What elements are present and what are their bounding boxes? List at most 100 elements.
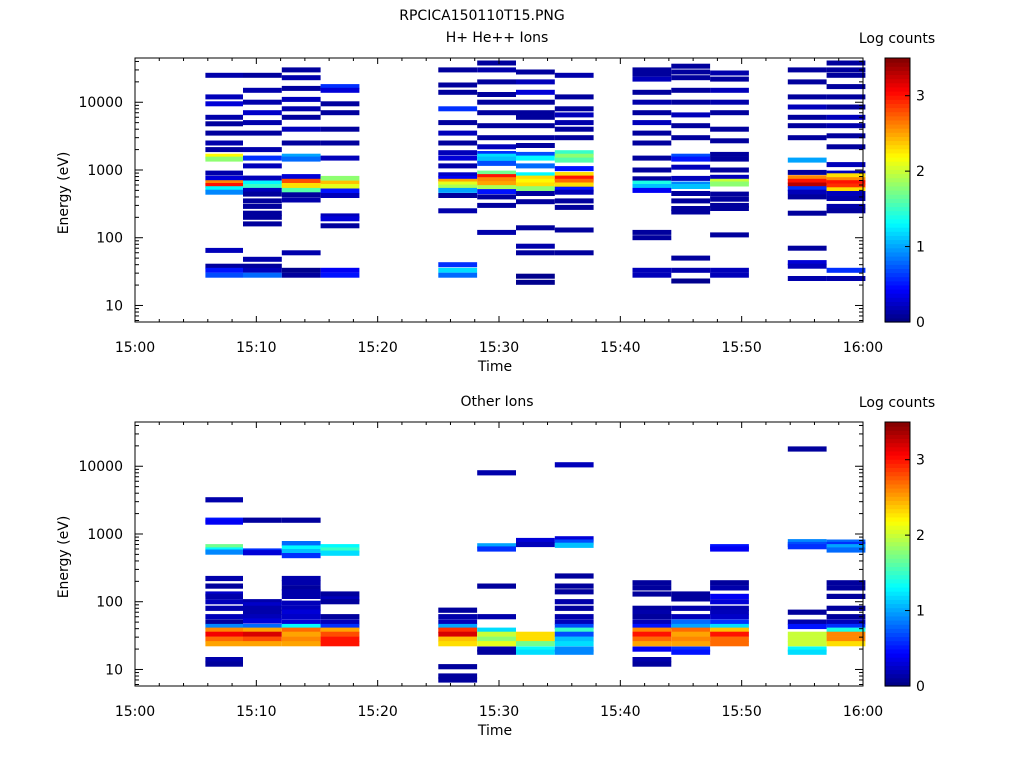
heatmap-cell [826, 60, 866, 66]
colorbar-segment [885, 264, 910, 269]
heatmap-cell [281, 187, 321, 193]
heatmap-cell [205, 183, 243, 188]
heatmap-cell [477, 185, 516, 191]
heatmap-cell [438, 664, 478, 670]
heatmap-cell [787, 609, 827, 615]
heatmap-cell [671, 99, 711, 105]
heatmap-cell [632, 67, 672, 73]
heatmap-cell [826, 614, 866, 620]
heatmap-cell [281, 517, 321, 523]
heatmap-cell [787, 539, 827, 545]
heatmap-cell [671, 153, 711, 159]
colorbar-segment [885, 152, 910, 158]
heatmap-cell [320, 267, 360, 273]
heatmap-cell [281, 96, 321, 102]
colorbar-segment [885, 434, 910, 440]
heatmap-cell [710, 599, 749, 605]
heatmap-cell [243, 175, 282, 181]
heatmap-cell [477, 153, 516, 159]
heatmap-cell [243, 263, 282, 269]
colorbar-segment [885, 681, 910, 687]
heatmap-cell [438, 631, 478, 637]
heatmap-cell [826, 267, 866, 273]
heatmap-cell [632, 167, 672, 173]
heatmap-cell [243, 550, 282, 556]
colorbar-segment [885, 537, 910, 543]
heatmap-cell [787, 260, 827, 266]
heatmap-cell [632, 614, 672, 620]
heatmap-cell [205, 657, 243, 663]
heatmap-cell [671, 255, 711, 261]
heatmap-cell [281, 140, 321, 146]
heatmap-cell [243, 130, 282, 136]
colorbar-segment [885, 185, 910, 191]
heatmap-cell [554, 120, 594, 126]
heatmap-cell [554, 649, 594, 655]
heatmap-cell [477, 174, 516, 180]
heatmap-cell [826, 180, 866, 186]
colorbar-segment [885, 58, 910, 63]
colorbar-segment [885, 624, 910, 629]
colorbar-segment [885, 574, 910, 580]
heatmap-cell [554, 166, 594, 172]
heatmap-cell [320, 84, 360, 90]
heatmap-cell [243, 203, 282, 209]
heatmap-cell [281, 192, 321, 198]
heatmap-cell [787, 182, 827, 188]
heatmap-cell [243, 602, 282, 608]
heatmap-cell [710, 196, 749, 202]
heatmap-cell [438, 677, 478, 683]
colorbar-segment [885, 578, 910, 584]
colorbar-segment [885, 475, 910, 481]
heatmap-cell [826, 67, 866, 73]
colorbar-segment [885, 562, 910, 567]
heatmap-cell [438, 67, 478, 73]
heatmap-cell [826, 276, 866, 281]
heatmap-cell [632, 623, 672, 630]
heatmap-cell [826, 196, 866, 201]
heatmap-cell [554, 72, 594, 78]
heatmap-cell [243, 618, 282, 624]
colorbar-segment [885, 95, 910, 100]
heatmap-cell [205, 519, 243, 525]
heatmap-cell [438, 89, 478, 95]
heatmap-cell [320, 223, 360, 229]
colorbar-segment [885, 214, 910, 220]
heatmap-cell [281, 600, 321, 606]
x-tick-label: 15:00 [115, 704, 155, 720]
heatmap-cell [281, 619, 321, 625]
heatmap-cell [205, 114, 243, 120]
heatmap-cell [632, 235, 672, 241]
heatmap-cell [243, 87, 282, 93]
colorbar-frame [884, 57, 911, 323]
panel-h-he-ions: H+ He++ Ions Log counts Time Energy (eV)… [56, 30, 935, 375]
heatmap-cell [281, 250, 321, 256]
heatmap-cell [320, 213, 360, 219]
colorbar-segment [885, 276, 910, 282]
heatmap-cell [710, 593, 749, 599]
colorbar-segment [885, 549, 910, 555]
heatmap-cell [710, 580, 749, 586]
heatmap-cell [243, 184, 282, 189]
heatmap-cell [320, 272, 360, 278]
heatmap-cell [554, 182, 594, 188]
y-tick-label: 1000 [87, 163, 123, 179]
heatmap-cell [438, 155, 478, 161]
colorbar-segment [885, 115, 910, 121]
colorbar-segment [885, 70, 910, 76]
colorbar-segment [885, 297, 910, 302]
colorbar-segment [885, 144, 910, 150]
colorbar-segment [885, 648, 910, 654]
heatmap-cell [554, 153, 594, 159]
heatmap-cell [281, 593, 321, 599]
colorbar-segment [885, 190, 910, 195]
heatmap-cell [710, 206, 749, 211]
heatmap-cell [554, 126, 594, 132]
heatmap-cell [671, 135, 711, 141]
colorbar-segment [885, 430, 910, 435]
heatmap-cell [554, 186, 594, 192]
colorbar-segment [885, 669, 910, 675]
heatmap-cell [438, 623, 478, 630]
heatmap-cell [438, 208, 478, 214]
heatmap-cell [477, 177, 516, 183]
